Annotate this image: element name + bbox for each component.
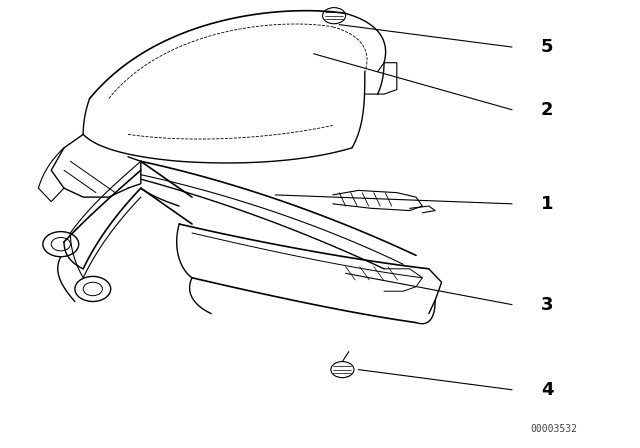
Text: 5: 5 bbox=[541, 38, 554, 56]
Text: 4: 4 bbox=[541, 381, 554, 399]
Text: 00003532: 00003532 bbox=[530, 424, 577, 434]
Text: 3: 3 bbox=[541, 296, 554, 314]
Text: 1: 1 bbox=[541, 195, 554, 213]
Text: 2: 2 bbox=[541, 101, 554, 119]
